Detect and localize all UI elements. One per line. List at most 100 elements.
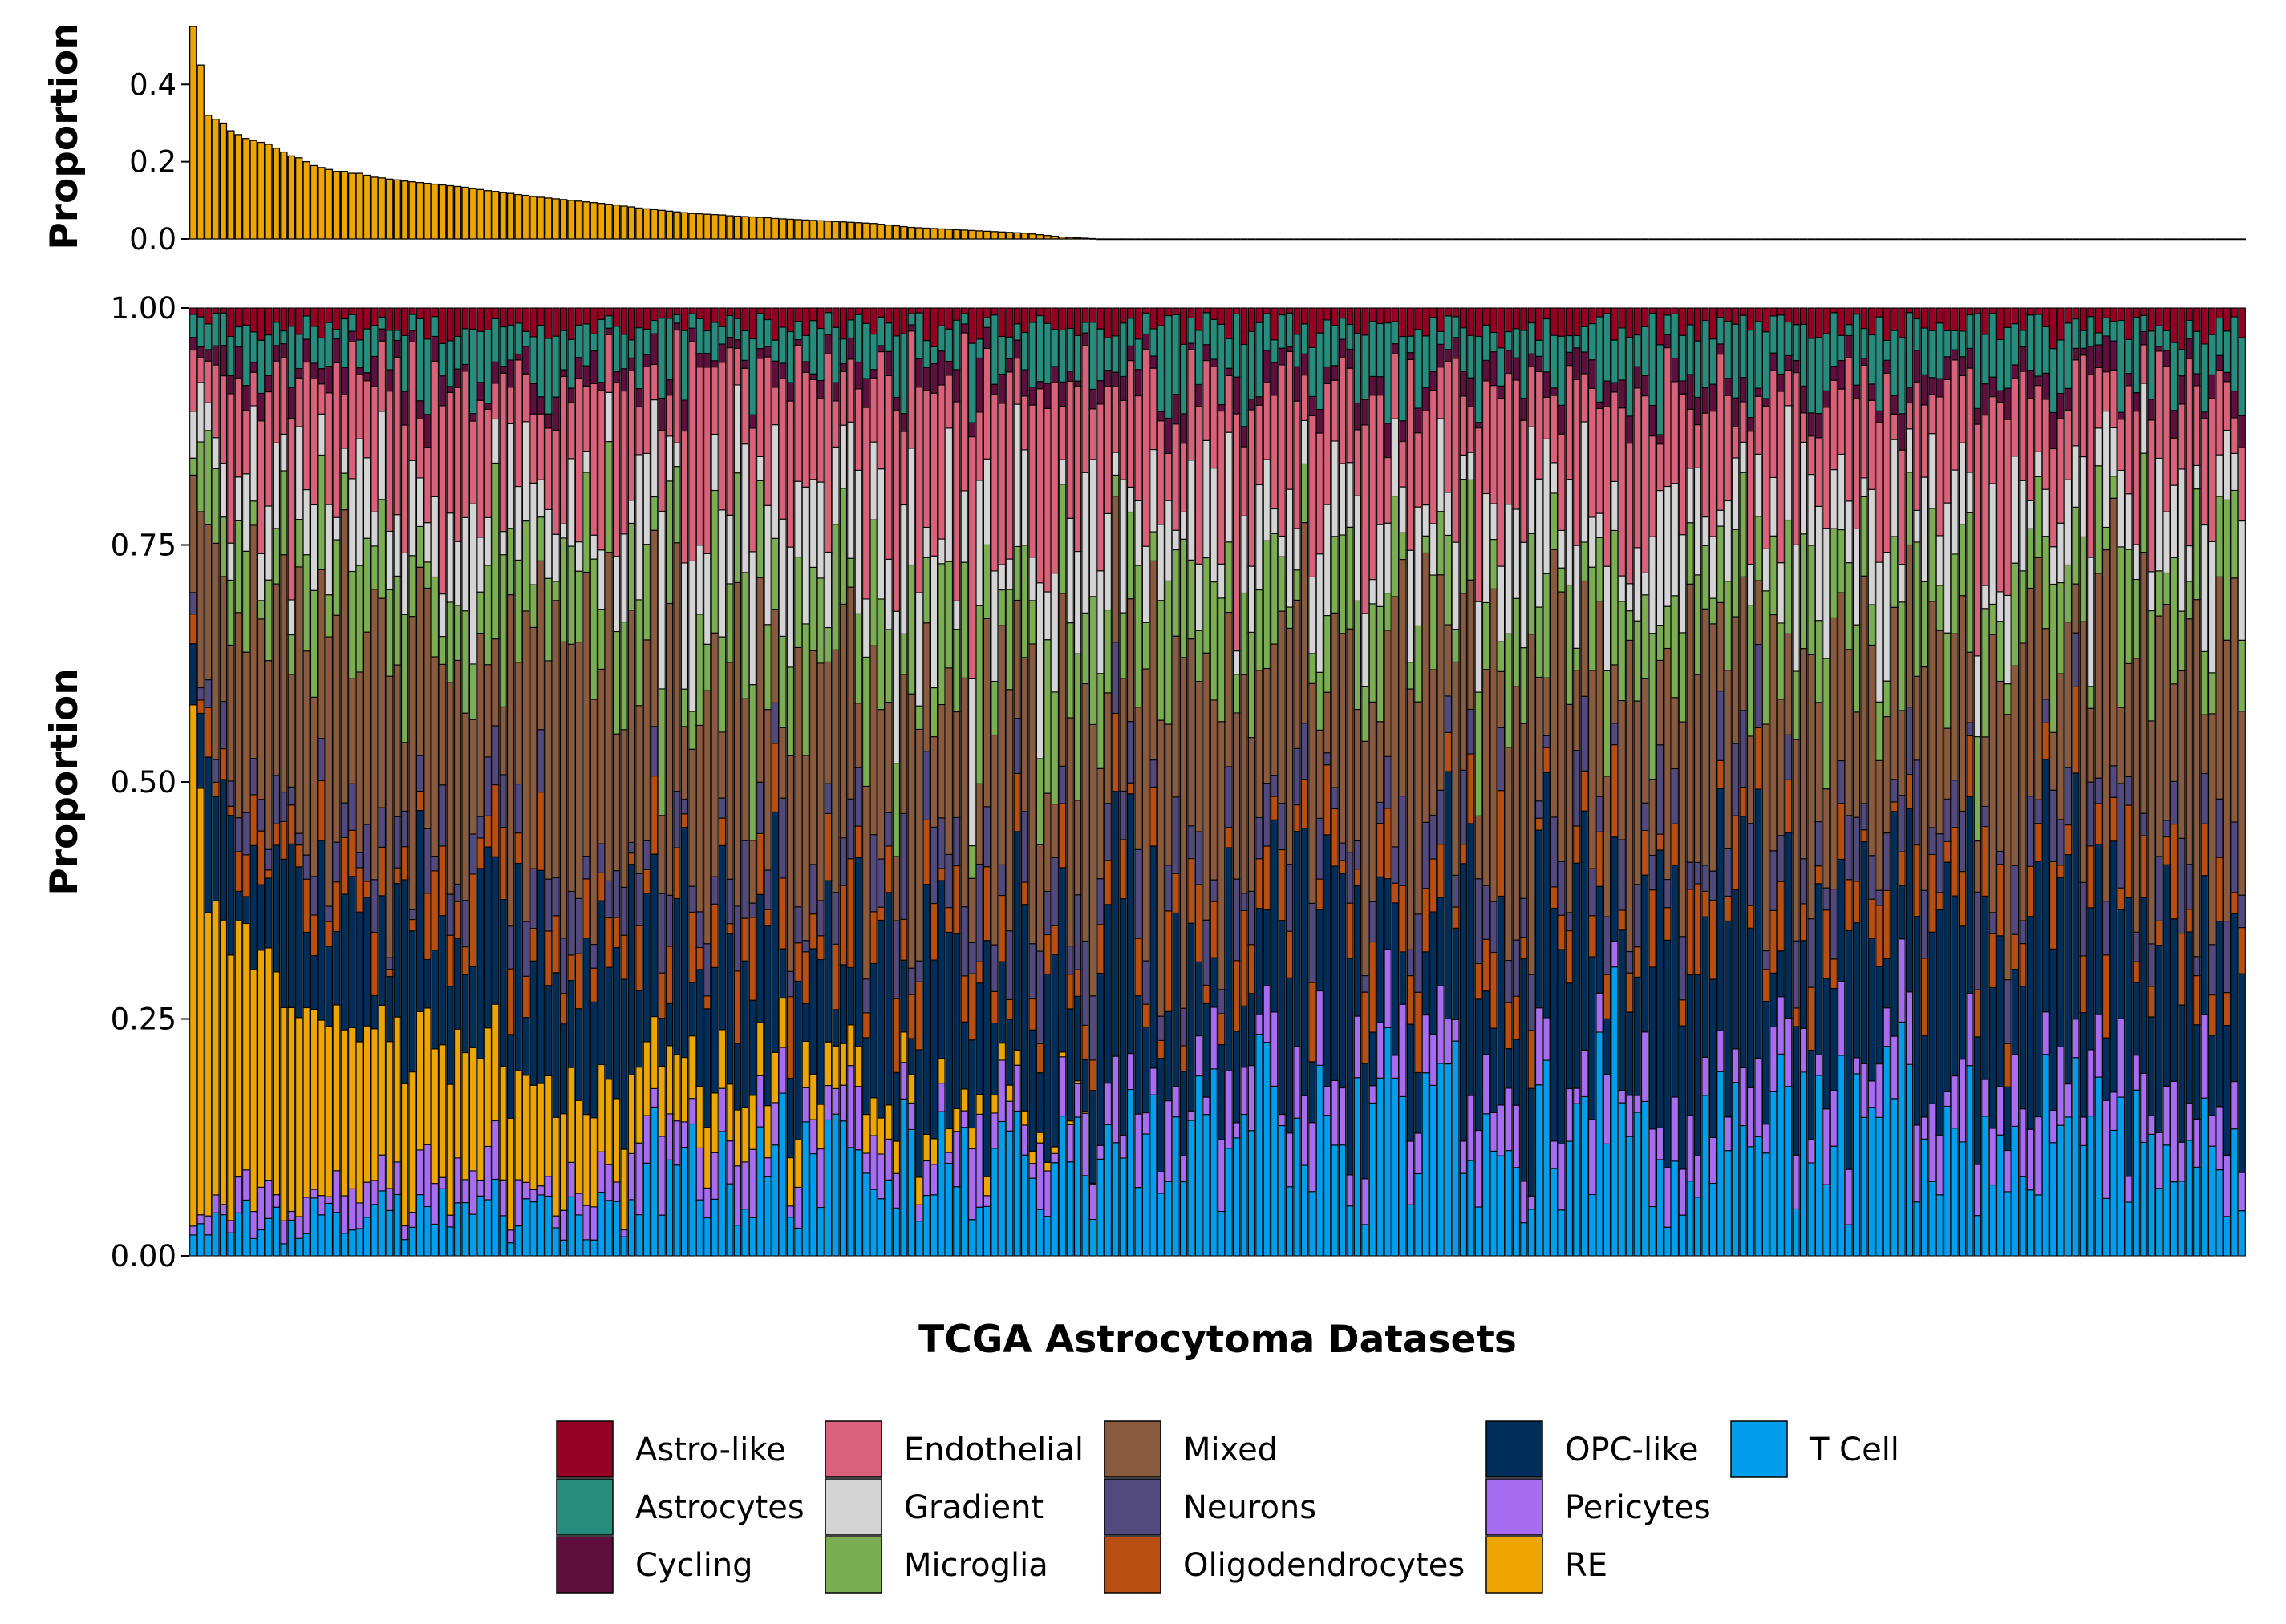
top-bar xyxy=(431,183,440,240)
stacked-segment xyxy=(2064,387,2073,411)
stacked-segment xyxy=(265,375,273,393)
stacked-segment xyxy=(386,589,394,677)
stacked-segment xyxy=(1437,367,1445,419)
stacked-segment xyxy=(1558,591,1566,863)
legend-swatch xyxy=(1104,1420,1161,1478)
stacked-segment xyxy=(1459,479,1467,594)
stacked-segment xyxy=(204,679,213,708)
stacked-segment xyxy=(1686,861,1694,890)
stacked-segment xyxy=(741,359,749,369)
stacked-segment xyxy=(461,371,469,518)
stacked-segment xyxy=(1527,974,1535,1031)
stacked-segment xyxy=(771,1144,780,1257)
stacked-segment xyxy=(1875,905,1883,967)
stacked-segment xyxy=(1323,764,1331,836)
stacked-segment xyxy=(280,357,288,435)
stacked-segment xyxy=(817,398,825,483)
top-bar xyxy=(1459,238,1468,241)
stacked-segment xyxy=(1399,532,1407,561)
stacked-segment xyxy=(726,1183,734,1257)
stacked-segment xyxy=(1467,708,1475,755)
stacked-segment xyxy=(1799,385,1808,414)
stacked-segment xyxy=(1384,878,1392,950)
stacked-segment xyxy=(642,840,651,870)
stacked-segment xyxy=(348,1188,356,1231)
stacked-segment xyxy=(189,457,197,476)
stacked-segment xyxy=(824,880,833,1043)
stacked-segment xyxy=(2125,338,2133,375)
stacked-segment xyxy=(1421,1072,1429,1257)
stacked-segment xyxy=(1913,307,1921,320)
stacked-segment xyxy=(1474,427,1482,602)
top-bar xyxy=(1104,238,1113,241)
stacked-segment xyxy=(2019,1108,2027,1177)
stacked-segment xyxy=(612,326,621,373)
stacked-segment xyxy=(1088,459,1097,597)
stacked-segment xyxy=(711,433,719,492)
stacked-segment xyxy=(310,914,318,957)
stacked-segment xyxy=(2154,1132,2163,1189)
stacked-segment xyxy=(779,948,787,999)
stacked-segment xyxy=(1376,605,1384,723)
stacked-segment xyxy=(1595,1031,1603,1257)
stacked-segment xyxy=(1187,460,1195,561)
stacked-segment xyxy=(1951,469,1959,555)
stacked-segment xyxy=(492,462,500,640)
stacked-segment xyxy=(642,354,651,367)
stacked-segment xyxy=(1346,348,1354,369)
stacked-segment xyxy=(983,806,991,868)
stacked-segment xyxy=(2057,673,2065,820)
stacked-segment xyxy=(1505,1048,1513,1089)
stacked-segment xyxy=(1777,373,1785,392)
stacked-segment xyxy=(2170,1181,2179,1257)
stacked-segment xyxy=(1044,792,1052,893)
stacked-segment xyxy=(1104,904,1112,1084)
stacked-segment xyxy=(983,1205,991,1257)
stacked-segment xyxy=(1777,835,1785,882)
stacked-segment xyxy=(794,980,802,1140)
stacked-segment xyxy=(1247,890,1256,946)
stacked-segment xyxy=(2207,1145,2216,1257)
stacked-segment xyxy=(1520,647,1528,724)
stacked-segment xyxy=(673,847,681,900)
stacked-segment xyxy=(514,832,522,865)
stacked-segment xyxy=(2087,346,2095,375)
stacked-segment xyxy=(1898,938,1906,1023)
stacked-segment xyxy=(726,314,734,338)
stacked-segment xyxy=(552,429,560,535)
stacked-segment xyxy=(915,312,923,359)
top-bar xyxy=(1732,238,1740,241)
stacked-segment xyxy=(1194,1035,1203,1077)
stacked-segment xyxy=(620,934,628,980)
stacked-segment xyxy=(1845,929,1853,1170)
top-bar xyxy=(1534,238,1543,241)
stacked-segment xyxy=(272,528,281,585)
stacked-segment xyxy=(234,817,242,852)
stacked-segment xyxy=(340,893,348,1031)
stacked-segment xyxy=(945,907,953,933)
stacked-segment xyxy=(817,327,825,382)
stacked-segment xyxy=(1452,927,1460,1020)
stacked-segment xyxy=(2154,570,2163,617)
stacked-segment xyxy=(378,1004,386,1156)
stacked-segment xyxy=(197,441,205,512)
stacked-segment xyxy=(1293,334,1301,367)
stacked-segment xyxy=(892,1071,900,1142)
stacked-segment xyxy=(1074,995,1082,1082)
stacked-segment xyxy=(1361,1224,1369,1257)
stacked-segment xyxy=(2215,576,2223,800)
top-bar xyxy=(2215,238,2223,241)
top-bar xyxy=(325,168,334,240)
top-bar xyxy=(424,182,432,240)
stacked-segment xyxy=(1376,721,1384,804)
stacked-segment xyxy=(718,509,727,638)
stacked-segment xyxy=(869,911,878,964)
stacked-segment xyxy=(1717,307,1725,318)
stacked-segment xyxy=(1384,630,1392,757)
legend-item: Neurons xyxy=(1104,1478,1316,1536)
stacked-segment xyxy=(1852,307,1861,315)
stacked-segment xyxy=(325,946,333,1027)
stacked-segment xyxy=(1482,601,1490,670)
stacked-segment xyxy=(2087,307,2095,318)
stacked-segment xyxy=(1852,528,1861,626)
